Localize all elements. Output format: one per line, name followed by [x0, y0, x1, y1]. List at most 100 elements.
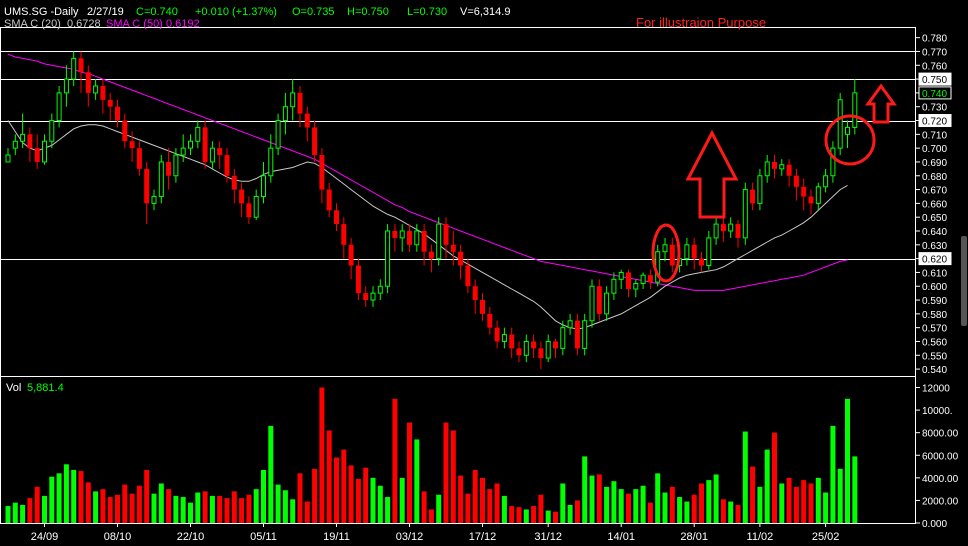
candle-body: [122, 120, 128, 142]
price-tick-label: 0.670: [922, 186, 947, 197]
candle-body: [567, 320, 573, 329]
time-tick-label: 24/09: [31, 531, 59, 543]
volume-bar: [231, 491, 237, 523]
volume-bar: [465, 493, 471, 523]
volume-tick-label: 2000.00: [922, 496, 959, 507]
candle-body: [633, 282, 639, 290]
time-tick-label: 03/12: [396, 531, 424, 543]
price-tick-label: 0.770: [922, 47, 947, 58]
price-highlight-label: 0.740: [922, 89, 947, 100]
volume-bar: [531, 506, 537, 523]
volume-bar: [173, 495, 179, 523]
candle-body: [852, 92, 858, 128]
volume-tick-label: 4000.00: [922, 474, 959, 485]
candle-body: [188, 140, 193, 149]
candle-body: [12, 140, 18, 149]
volume-bar: [706, 480, 712, 523]
candle-body: [604, 292, 610, 315]
volume-bar: [837, 468, 843, 523]
volume-bar: [63, 464, 69, 523]
candle-body: [253, 195, 259, 218]
candle-body: [56, 92, 62, 122]
circle-highlight: [824, 114, 876, 166]
candle-body: [42, 140, 47, 163]
volume-bar: [253, 489, 259, 523]
candle-body: [355, 265, 361, 294]
volume-bar: [545, 510, 551, 523]
volume-bar: [312, 468, 318, 523]
sma20-legend-label: SMA C (20): [4, 18, 61, 30]
candle-body: [582, 320, 588, 349]
volume-bar: [772, 432, 777, 523]
candle-body: [750, 189, 756, 204]
volume-bar: [443, 422, 449, 523]
candle-body: [239, 189, 245, 204]
candle-body: [209, 147, 215, 163]
volume-bar: [669, 486, 675, 523]
volume-bar: [757, 486, 763, 523]
volume-bar: [399, 477, 405, 523]
sma50-line: [7, 53, 848, 291]
close-label: C=0.740: [136, 6, 178, 18]
price-tick-label: 0.700: [922, 144, 947, 155]
volume-panel-label: Vol 5,881.4: [6, 382, 64, 394]
volume-bar: [195, 492, 201, 523]
open-label: O=0.735: [292, 6, 335, 18]
candle-body: [786, 164, 792, 176]
candle-body: [297, 92, 303, 114]
candle-body: [553, 341, 558, 349]
volume-bar: [392, 398, 398, 523]
volume-bar: [56, 473, 62, 523]
time-tick-label: 28/01: [680, 531, 708, 543]
price-tick-label: 0.760: [922, 61, 947, 72]
volume-bar: [779, 483, 785, 523]
volume-bar: [239, 498, 245, 523]
candle-body: [136, 148, 142, 169]
volume-bar: [786, 477, 792, 523]
volume-bar: [363, 467, 369, 523]
volume-bar: [742, 431, 748, 523]
time-tick-label: 31/12: [534, 531, 562, 543]
candle-body: [757, 175, 763, 204]
volume-bar: [750, 466, 756, 523]
candle-body: [728, 223, 734, 232]
volume-bar: [224, 498, 230, 523]
candle-body: [735, 224, 741, 238]
price-tick-label: 0.710: [922, 130, 947, 141]
candle-body: [224, 155, 230, 176]
volume-bar: [93, 491, 99, 523]
volume-bar: [334, 457, 339, 523]
volume-bar: [202, 491, 208, 523]
volume-bar: [290, 499, 296, 523]
volume-axis: 12000 10000. 8000.00 6000.00 4000.00 2000.00 0…: [916, 384, 959, 530]
price-tick-label: 0.560: [922, 337, 947, 348]
volume-bar: [560, 483, 566, 523]
volume-tick-label: 10000.: [922, 406, 953, 417]
sma20-line: [7, 120, 848, 330]
volume-bar: [414, 439, 420, 523]
volume-bar: [450, 430, 456, 523]
candle-body: [107, 99, 113, 107]
candle-body: [626, 272, 631, 289]
candle-body: [282, 106, 288, 122]
candle-body: [801, 186, 807, 197]
volume-bar: [34, 486, 40, 523]
chart-scrollbar[interactable]: [961, 236, 967, 326]
volume-bar: [78, 471, 84, 523]
candle-body: [465, 265, 471, 287]
candle-body: [5, 154, 11, 163]
candle-body: [516, 348, 522, 356]
volume-bar: [282, 490, 288, 523]
volume-bar: [100, 489, 106, 523]
price-highlight-box: [918, 86, 952, 100]
volume-bar: [472, 469, 478, 523]
volume-panel-frame: [0, 376, 916, 524]
candle-body: [713, 223, 719, 239]
candle-body: [27, 134, 33, 149]
candle-body: [531, 341, 537, 349]
candle-body: [684, 244, 690, 260]
candle-body: [501, 334, 507, 342]
candle-body: [538, 348, 544, 359]
candle-body: [574, 320, 580, 349]
volume-bar: [20, 504, 26, 523]
